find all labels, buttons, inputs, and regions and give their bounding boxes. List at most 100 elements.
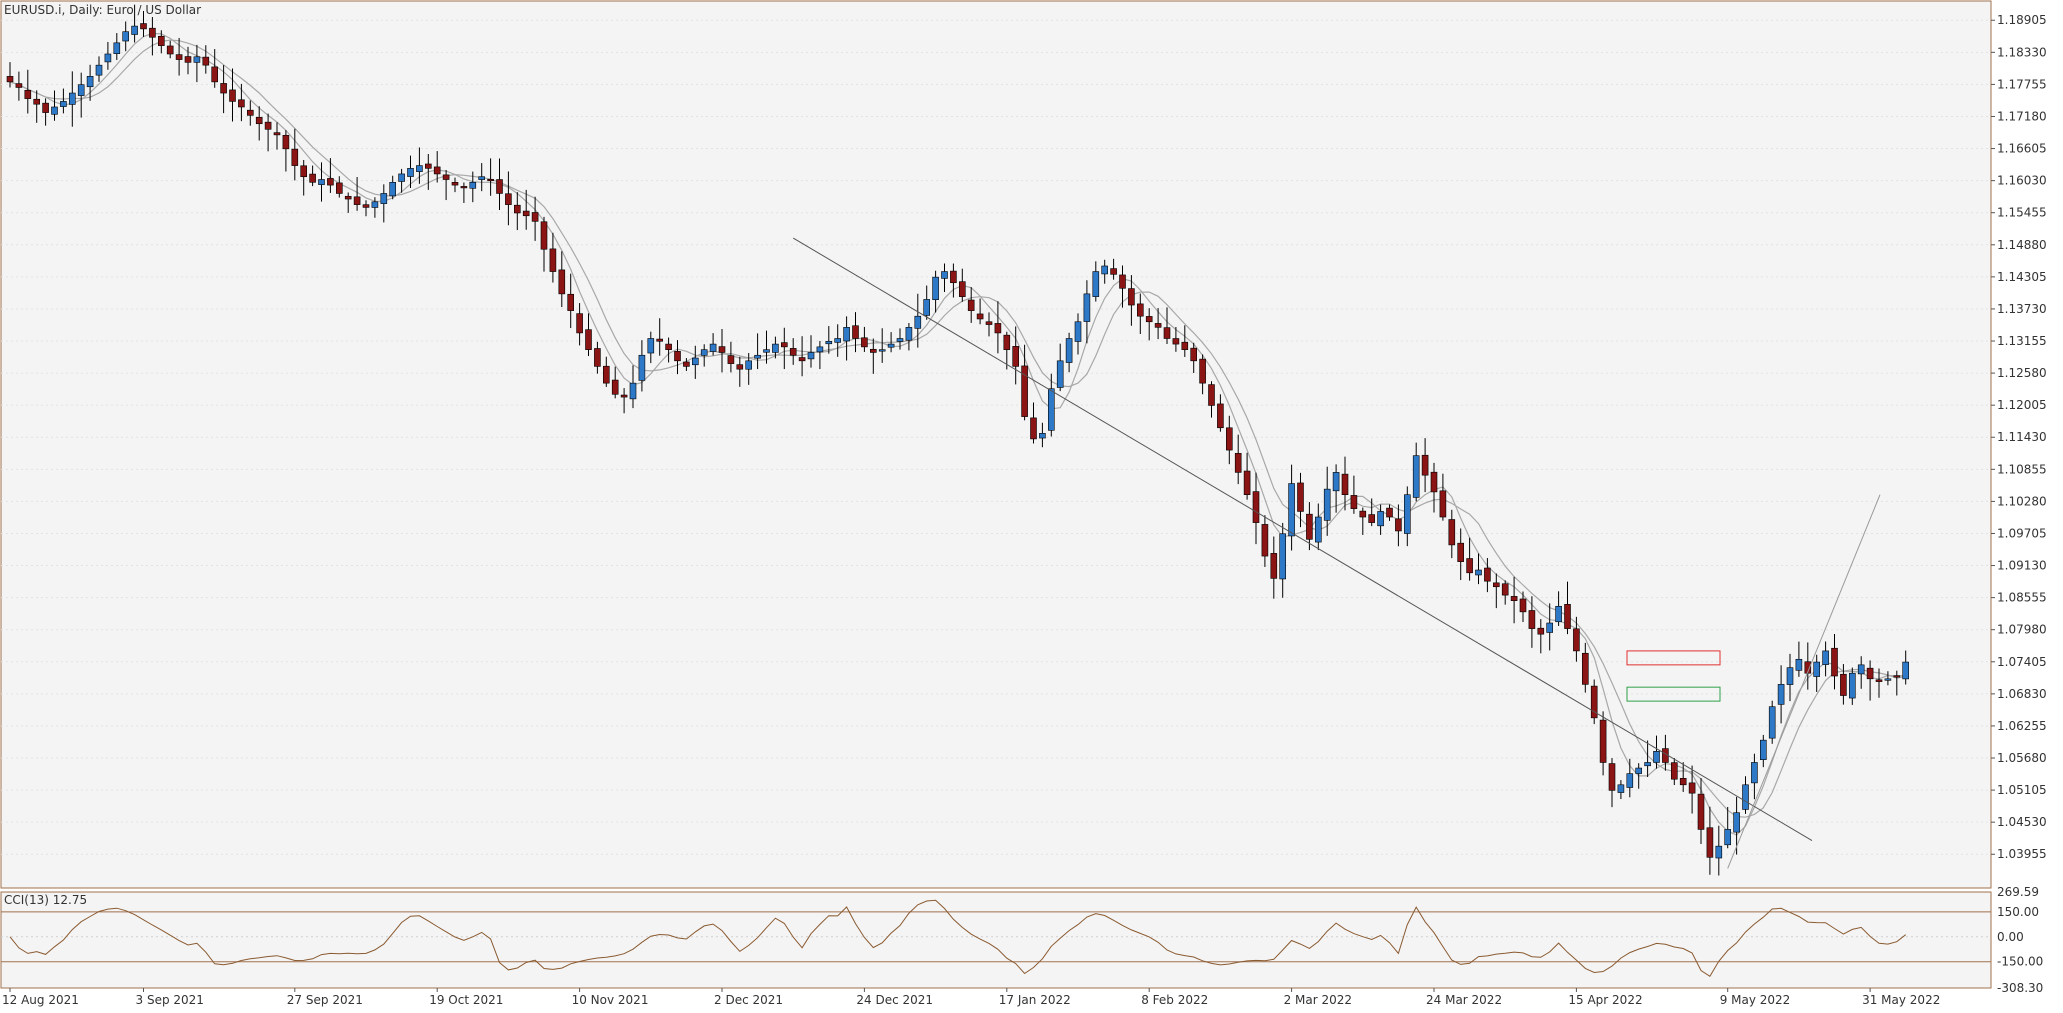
candle-body[interactable] (1323, 488, 1331, 521)
candle-body[interactable] (416, 165, 423, 172)
candle-body[interactable] (60, 101, 67, 107)
candle-body[interactable] (763, 349, 770, 353)
candle-body[interactable] (1768, 706, 1776, 739)
candle-body[interactable] (1671, 762, 1678, 780)
candle-body[interactable] (834, 338, 842, 343)
candle-body[interactable] (380, 193, 388, 204)
candle-body[interactable] (1226, 427, 1233, 451)
candle-body[interactable] (1003, 334, 1011, 350)
candle-body[interactable] (1546, 622, 1553, 633)
trend-lines[interactable] (792, 237, 1881, 869)
candle-body[interactable] (558, 269, 566, 295)
candle-body[interactable] (398, 173, 405, 182)
candle-body[interactable] (1537, 627, 1545, 635)
candle-body[interactable] (932, 276, 939, 301)
candle-body[interactable] (638, 354, 646, 381)
candle-body[interactable] (69, 92, 76, 105)
candle-body[interactable] (389, 182, 397, 197)
candle-body[interactable] (1457, 542, 1464, 562)
candle-body[interactable] (1466, 558, 1473, 574)
candle-body[interactable] (958, 281, 966, 297)
candle-body[interactable] (825, 340, 833, 345)
candle-body[interactable] (335, 182, 343, 194)
candle-body[interactable] (1110, 268, 1117, 275)
candle-body[interactable] (1359, 510, 1367, 518)
candle-body[interactable] (700, 349, 708, 356)
candle-body[interactable] (976, 313, 984, 320)
candle-body[interactable] (1831, 647, 1838, 677)
candle-body[interactable] (576, 313, 583, 334)
candle-body[interactable] (1733, 812, 1740, 833)
candle-body[interactable] (220, 83, 227, 94)
candle-body[interactable] (1288, 483, 1295, 537)
candle-body[interactable] (1030, 417, 1037, 440)
candle-body[interactable] (1190, 347, 1197, 362)
candle-body[interactable] (104, 53, 112, 63)
candle-body[interactable] (505, 193, 512, 205)
candle-body[interactable] (1341, 473, 1349, 496)
candle-body[interactable] (1582, 652, 1589, 685)
candle-body[interactable] (772, 343, 779, 353)
candle-body[interactable] (362, 204, 370, 208)
candle-body[interactable] (718, 346, 726, 353)
candle-body[interactable] (264, 121, 272, 130)
uptrend-line[interactable] (1727, 494, 1881, 869)
candle-body[interactable] (1083, 293, 1091, 322)
candle-body[interactable] (1377, 511, 1384, 527)
candle-body[interactable] (229, 89, 236, 102)
candle-body[interactable] (540, 221, 548, 250)
candle-body[interactable] (1608, 763, 1616, 791)
candle-body[interactable] (780, 342, 788, 348)
candle-body[interactable] (985, 321, 993, 325)
candle-body[interactable] (1172, 338, 1180, 345)
candle-body[interactable] (238, 99, 245, 108)
candle-body[interactable] (1217, 403, 1224, 429)
candle-body[interactable] (184, 56, 192, 63)
candle-body[interactable] (166, 45, 174, 55)
candle-body[interactable] (1742, 784, 1749, 810)
candle-body[interactable] (1270, 553, 1278, 579)
candle-body[interactable] (1688, 782, 1696, 794)
candle-body[interactable] (113, 42, 121, 54)
candle-body[interactable] (1653, 751, 1660, 763)
candle-body[interactable] (300, 165, 308, 178)
candle-body[interactable] (807, 352, 815, 360)
candle-body[interactable] (1760, 739, 1767, 760)
candle-body[interactable] (318, 179, 325, 185)
candle-body[interactable] (1599, 719, 1607, 763)
candle-body[interactable] (1849, 672, 1856, 699)
candle-body[interactable] (131, 25, 138, 35)
candle-body[interactable] (754, 354, 761, 359)
candle-body[interactable] (1145, 316, 1153, 323)
candle-body[interactable] (1137, 303, 1144, 317)
candle-body[interactable] (6, 76, 14, 83)
candle-body[interactable] (478, 176, 486, 180)
candle-body[interactable] (602, 365, 610, 384)
candle-body[interactable] (1510, 596, 1518, 602)
candle-body[interactable] (1306, 513, 1313, 540)
candle-body[interactable] (1866, 667, 1874, 680)
candle-body[interactable] (629, 382, 637, 400)
candle-body[interactable] (1154, 323, 1162, 328)
candle-body[interactable] (1884, 678, 1892, 681)
candle-body[interactable] (1635, 767, 1642, 774)
candle-body[interactable] (531, 212, 539, 222)
candle-body[interactable] (727, 355, 735, 364)
candle-body[interactable] (1261, 524, 1269, 557)
candle-body[interactable] (585, 329, 592, 350)
candle-body[interactable] (549, 248, 557, 272)
candle-body[interactable] (1875, 679, 1883, 682)
candle-body[interactable] (1857, 664, 1865, 675)
candle-body[interactable] (1315, 516, 1322, 543)
candle-body[interactable] (914, 315, 922, 329)
candle-body[interactable] (1679, 778, 1687, 786)
candle-body[interactable] (1795, 658, 1803, 671)
candle-body[interactable] (487, 178, 494, 182)
candle-body[interactable] (193, 56, 201, 63)
candle-body[interactable] (1279, 533, 1286, 580)
candle-body[interactable] (158, 35, 165, 46)
candle-body[interactable] (1448, 519, 1456, 546)
candle-body[interactable] (1012, 346, 1020, 367)
candle-body[interactable] (1412, 455, 1420, 498)
candle-body[interactable] (1555, 605, 1562, 623)
